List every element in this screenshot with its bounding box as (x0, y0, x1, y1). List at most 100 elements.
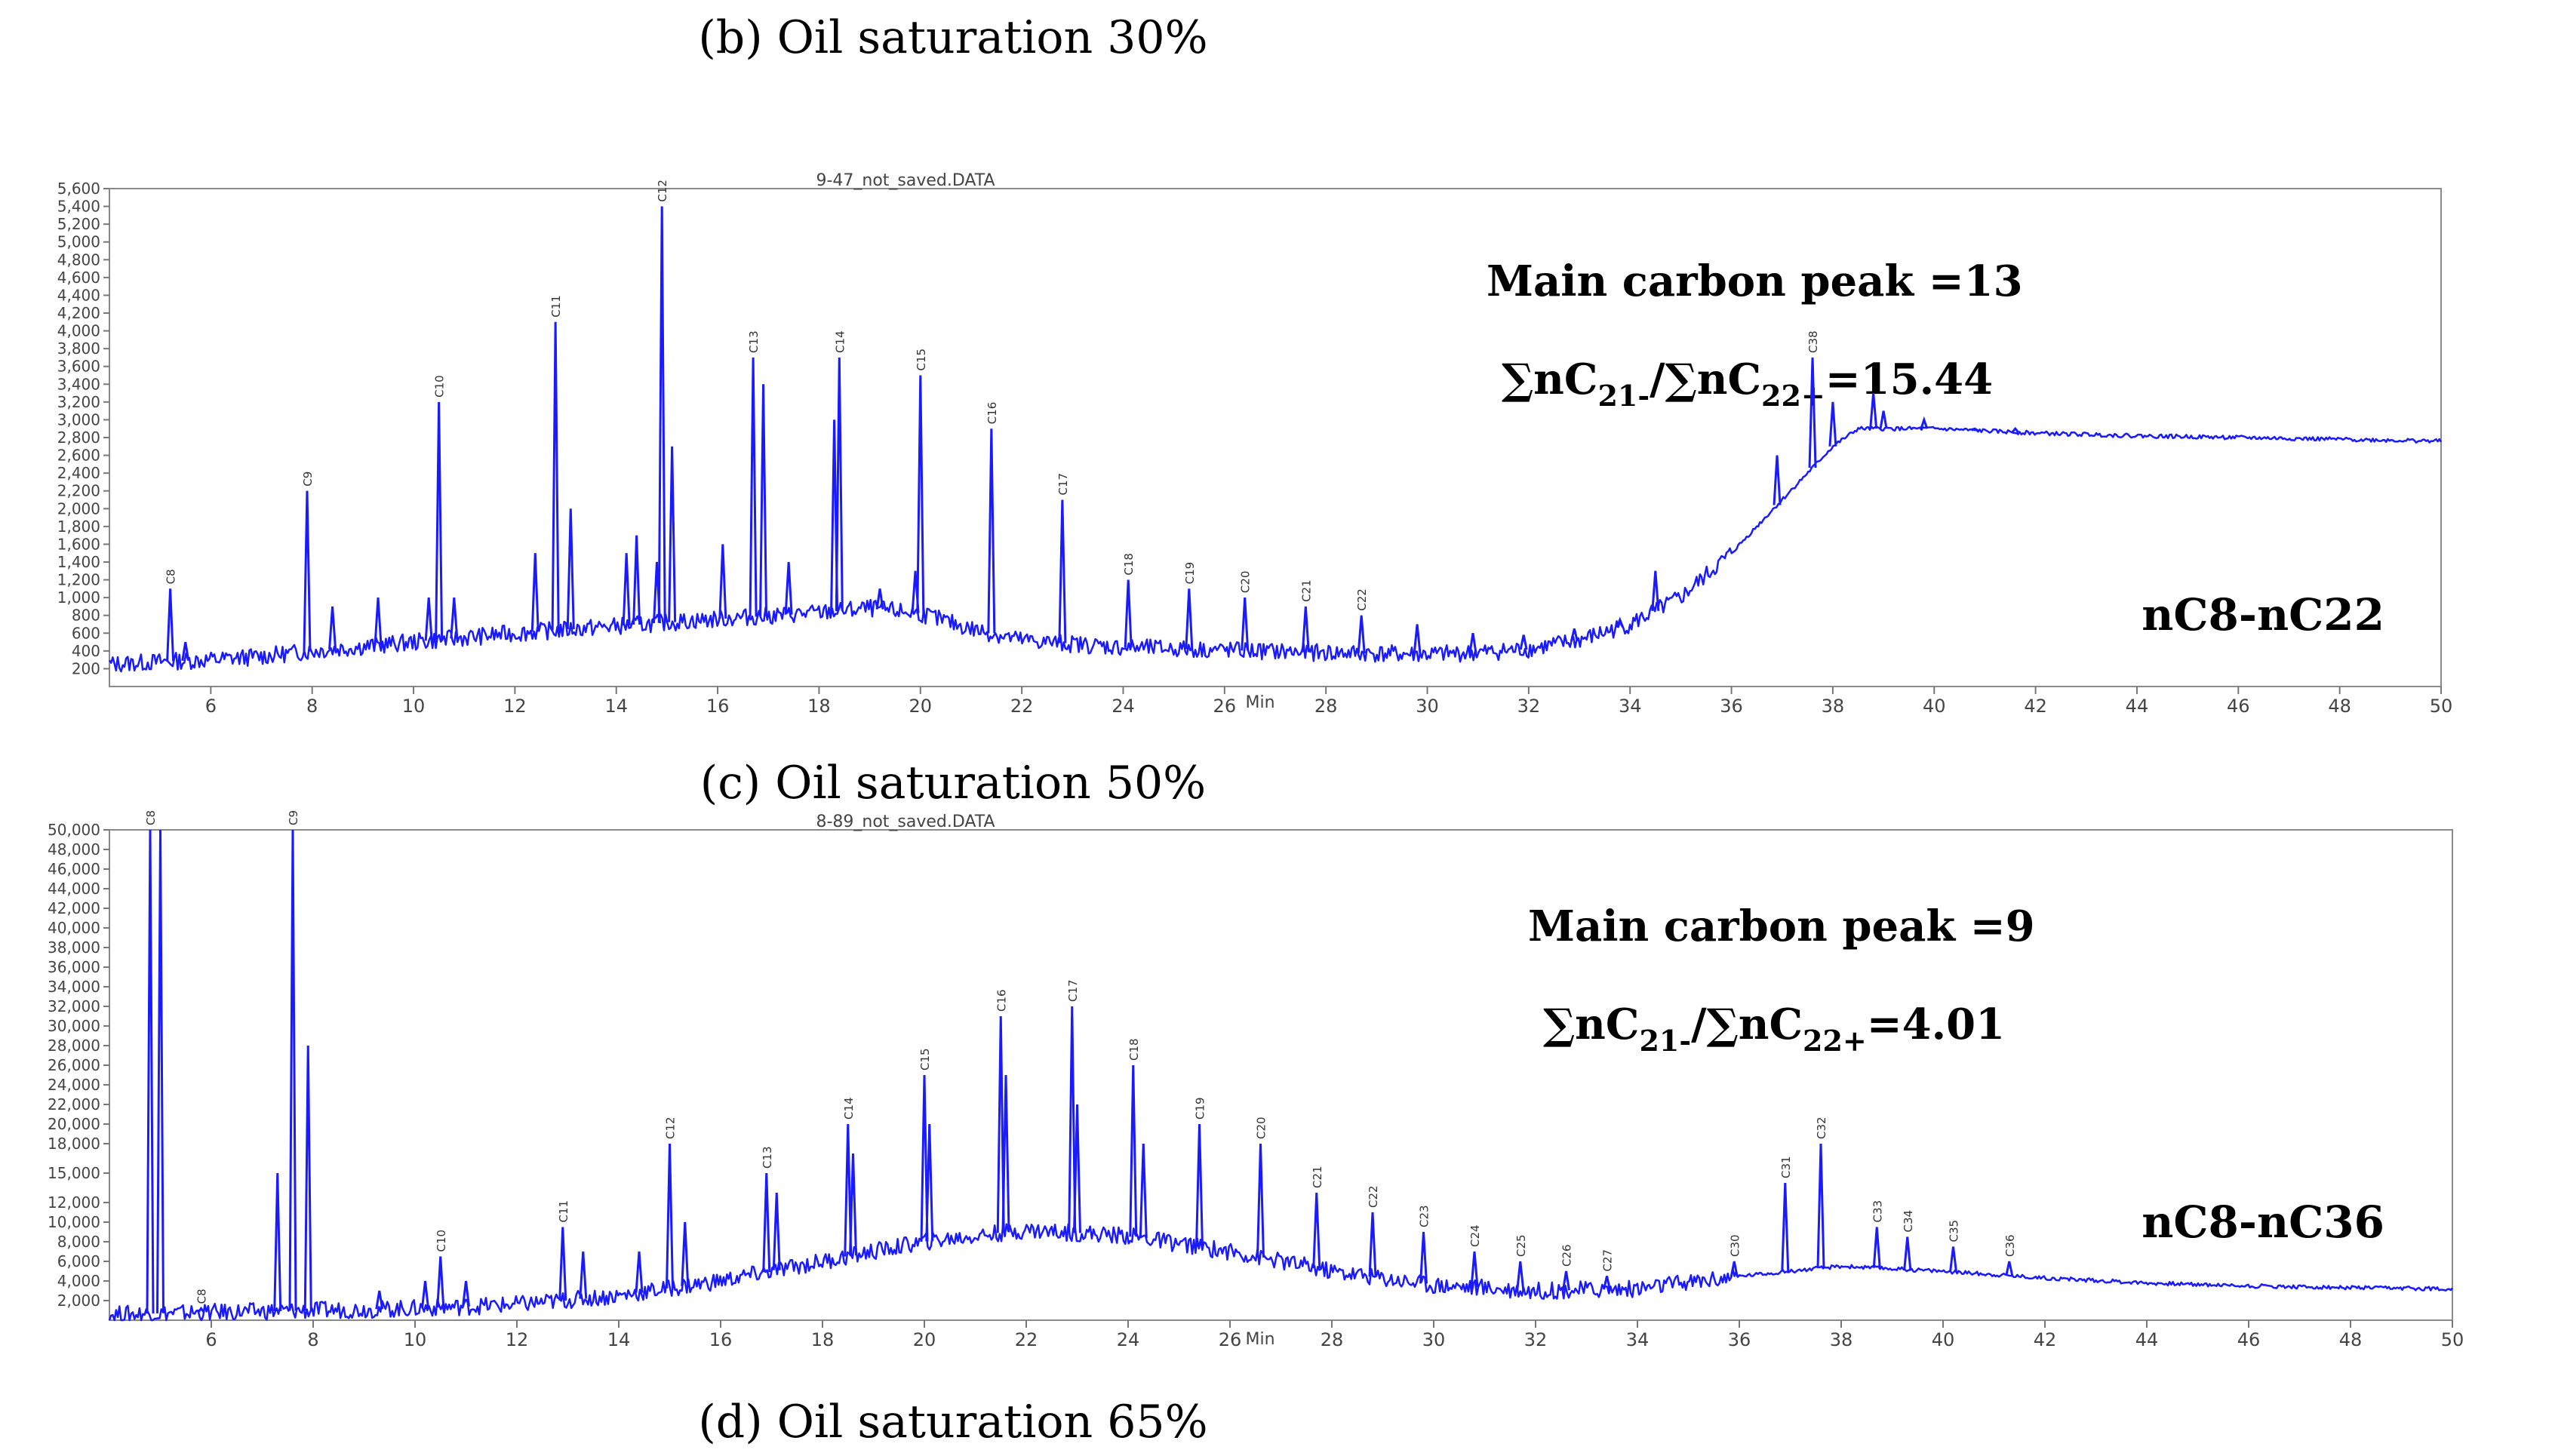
peak-label: C21 (1299, 579, 1313, 602)
y-tick-label: 2,000 (57, 499, 100, 518)
carbon-range-label: nC8-nC22 (2142, 589, 2384, 640)
peak-label: C22 (1367, 1185, 1380, 1208)
y-tick-label: 22,000 (48, 1095, 100, 1114)
carbon-ratio-annotation: ∑nC21-/∑nC22+=4.01 (1543, 1000, 2005, 1058)
peak (1869, 392, 1878, 429)
y-tick-label: 4,000 (57, 322, 100, 340)
peak (288, 829, 297, 1311)
peak (749, 357, 758, 617)
x-tick-label: 22 (1015, 1329, 1038, 1350)
chromatogram-top: 9-47_not_saved.DATA Min Main carbon peak… (57, 171, 2453, 717)
peak (1603, 1276, 1611, 1290)
x-tick-label: 20 (913, 1329, 936, 1350)
x-tick-label: 46 (2237, 1329, 2261, 1350)
y-tick-label: 1,800 (57, 518, 100, 536)
peak (835, 357, 844, 611)
peak-label: C8 (164, 569, 178, 584)
x-axis-label: Min (1245, 693, 1274, 712)
peak-label: C10 (435, 1230, 448, 1252)
peak (1068, 1006, 1077, 1233)
peak (762, 1172, 771, 1273)
y-tick-label: 36,000 (48, 958, 100, 976)
x-tick-label: 24 (1117, 1329, 1140, 1350)
x-tick-label: 8 (306, 696, 318, 717)
chromatogram-file-title: 8-89_not_saved.DATA (816, 812, 995, 831)
peak (1058, 499, 1067, 644)
x-tick-label: 48 (2328, 696, 2351, 717)
main-carbon-peak-annotation: Main carbon peak =9 (1528, 902, 2035, 951)
peak-label: C22 (1355, 588, 1369, 611)
peak (772, 1192, 781, 1270)
peak (1651, 570, 1660, 611)
peak-label: C18 (1122, 553, 1136, 576)
x-tick-label: 32 (1524, 1329, 1548, 1350)
y-tick-label: 3,600 (57, 358, 100, 376)
peak-label: C18 (1127, 1038, 1141, 1061)
y-tick-label: 38,000 (48, 938, 100, 957)
peak (1413, 624, 1422, 655)
chromatogram-trace (108, 206, 2443, 673)
peak (916, 375, 925, 614)
y-tick-label: 5,600 (57, 180, 100, 198)
caption-top: (b) Oil saturation 30% (698, 11, 1207, 64)
peak (328, 606, 337, 650)
peak (1616, 616, 1625, 628)
x-tick-label: 36 (1720, 696, 1743, 717)
peak-label: C13 (747, 330, 761, 353)
y-tick-label: 2,800 (57, 429, 100, 447)
x-tick-label: 14 (607, 1329, 631, 1350)
y-tick-label: 26,000 (48, 1056, 100, 1074)
x-tick-label: 42 (2034, 1329, 2057, 1350)
x-tick-label: 36 (1728, 1329, 1751, 1350)
plot-frame (109, 188, 2442, 687)
x-tick-label: 14 (604, 696, 628, 717)
peak (920, 1074, 929, 1243)
y-tick-label: 40,000 (48, 919, 100, 937)
peak (718, 544, 727, 619)
peak-label: C8 (195, 1289, 209, 1304)
peak-label: C12 (664, 1117, 678, 1139)
peak-label: C34 (1902, 1210, 1915, 1233)
peak-label: C14 (833, 330, 847, 353)
x-tick-label: 38 (1830, 1329, 1853, 1350)
x-tick-label: 48 (2339, 1329, 2363, 1350)
y-tick-label: 44,000 (48, 880, 100, 898)
y-tick-label: 18,000 (48, 1135, 100, 1153)
carbon-ratio-annotation: ∑nC21-/∑nC22+=15.44 (1502, 355, 1993, 413)
y-tick-label: 1,400 (57, 553, 100, 571)
y-tick-label: 5,000 (57, 233, 100, 251)
y-tick-label: 34,000 (48, 978, 100, 996)
peak-label: C20 (1239, 571, 1253, 594)
x-tick-label: 40 (1923, 696, 1946, 717)
peak-label: C36 (2003, 1234, 2017, 1257)
peak (1124, 579, 1133, 648)
y-tick-label: 6,000 (57, 1252, 100, 1270)
peak-label: C23 (1418, 1205, 1431, 1227)
y-tick-label: 5,400 (57, 198, 100, 216)
peak (666, 1143, 674, 1289)
y-tick-label: 42,000 (48, 899, 100, 917)
x-axis-label: Min (1245, 1330, 1274, 1349)
peak-label: C31 (1779, 1156, 1793, 1178)
peak-label: C21 (1311, 1166, 1324, 1188)
peak (635, 1251, 644, 1293)
axis-ticks: 6 8 10 12 14 16 18 20 22 24 26 28 30 32 34 36 38 40 42 44 46… (48, 821, 2464, 1350)
peak (1971, 427, 1979, 432)
y-tick-label: 10,000 (48, 1213, 100, 1231)
peak (849, 1153, 857, 1256)
peak (181, 641, 190, 662)
y-tick-label: 200 (72, 659, 100, 677)
y-tick-label: 4,400 (57, 286, 100, 304)
x-tick-label: 28 (1321, 1329, 1344, 1350)
x-tick-label: 26 (1219, 1329, 1242, 1350)
peak-label: C33 (1871, 1200, 1884, 1223)
peak-label: C19 (1183, 562, 1197, 585)
y-tick-label: 4,800 (57, 250, 100, 269)
peak (1312, 1192, 1321, 1269)
x-tick-label: 10 (402, 696, 426, 717)
y-tick-label: 24,000 (48, 1076, 100, 1094)
peak-label: C24 (1468, 1224, 1482, 1247)
peak-label: C35 (1948, 1220, 1961, 1243)
peak-label: C25 (1514, 1234, 1528, 1257)
